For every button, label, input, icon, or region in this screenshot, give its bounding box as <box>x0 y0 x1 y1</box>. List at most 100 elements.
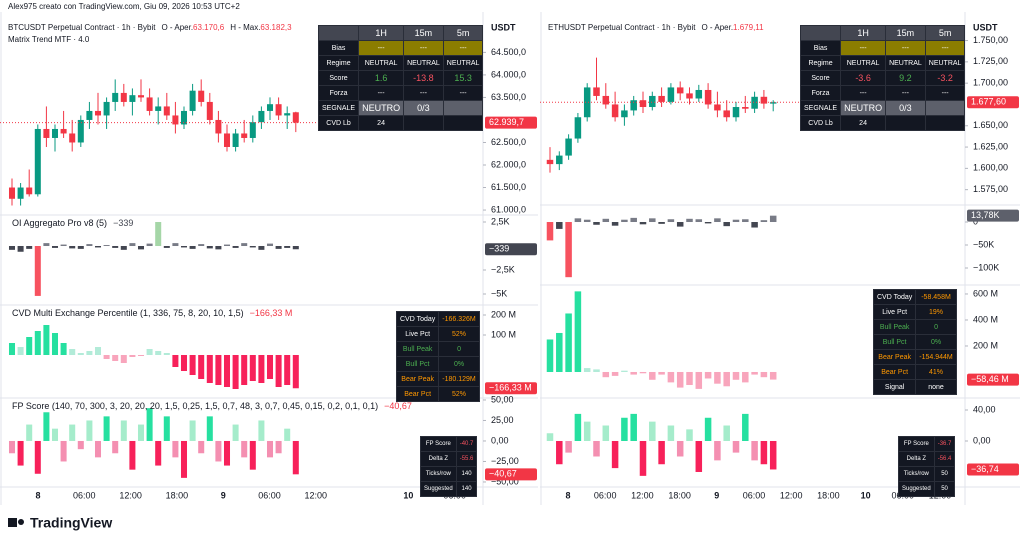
header-cell: 1H <box>358 25 405 41</box>
table-value: NEUTRO <box>840 100 887 116</box>
candle-body <box>574 117 582 139</box>
table-value: --- <box>840 85 887 101</box>
histogram-bar <box>163 353 170 355</box>
histogram-bar <box>704 371 712 379</box>
table-label: Bull Peak <box>395 341 440 357</box>
table-row: Signal none <box>872 379 957 395</box>
table-value: 0/3 <box>885 100 926 116</box>
histogram-bar <box>146 349 153 355</box>
table-value: --- <box>442 85 484 101</box>
histogram-bar <box>723 425 730 441</box>
histogram-bar <box>17 347 24 355</box>
histogram-bar <box>266 243 274 247</box>
table-row: Ticks/row 50 <box>898 466 956 482</box>
header-cell: 15m <box>885 25 926 41</box>
time-label: 9 <box>714 490 719 500</box>
histogram-bar <box>546 339 554 372</box>
y-tick-label: 62.500,0 <box>491 137 526 147</box>
histogram-bar <box>667 219 675 223</box>
histogram-bar <box>602 218 610 223</box>
time-label: 18:00 <box>166 490 189 500</box>
candle-body <box>241 133 248 138</box>
table-label: Regime <box>799 55 842 71</box>
time-label: 06:00 <box>594 490 617 500</box>
table-value: 52% <box>438 386 480 402</box>
histogram-bar <box>249 440 256 470</box>
table-value: -3.2 <box>924 70 966 86</box>
histogram-bar <box>155 222 162 247</box>
candle-body <box>17 187 24 199</box>
histogram-bar <box>189 420 196 441</box>
histogram-bar <box>266 440 274 458</box>
histogram-bar <box>695 371 703 389</box>
time-label: 10 <box>861 490 871 500</box>
table-row: SEGNALE NEUTRO 0/3 <box>317 100 484 116</box>
time-label: 12:00 <box>780 490 803 500</box>
y-tick-label: 200 M <box>491 309 516 319</box>
histogram-bar <box>137 424 145 441</box>
table-row: CVD Today -58.458M <box>872 289 957 305</box>
table-value: -58.458M <box>915 289 957 305</box>
table-value: --- <box>840 40 887 56</box>
histogram-bar <box>621 219 628 223</box>
y-tick-label: 200 M <box>973 340 998 350</box>
table-label: Forza <box>317 85 360 101</box>
table-label: Suggested <box>420 481 457 497</box>
table-label: Forza <box>799 85 842 101</box>
table-cell <box>799 25 842 41</box>
candle-body <box>43 128 50 138</box>
histogram-bar <box>51 428 59 441</box>
legend-value: −166,33 M <box>250 308 293 318</box>
histogram-bar <box>120 246 127 250</box>
candle-body <box>249 122 256 138</box>
unit: USDT <box>491 22 516 32</box>
table-row: Bull Peak 0 <box>395 341 480 357</box>
table-row: CVD Lb 24 <box>317 115 484 131</box>
matrix-table: 1H 15m 5m Bias --- --- --- Regime NEUTRAL NEUTRAL… <box>799 25 966 131</box>
histogram-bar <box>695 219 703 223</box>
y-tick-label: 62.000,0 <box>491 159 526 169</box>
table-header: 1H 15m 5m <box>799 25 966 41</box>
histogram-bar <box>8 440 16 454</box>
last-value-box <box>967 373 1019 386</box>
histogram-bar <box>112 355 119 361</box>
symbol: ETHUSDT Perpetual Contract · 1h · Bybit <box>548 23 696 32</box>
histogram-bar <box>732 440 740 453</box>
candle-body <box>751 96 758 109</box>
table-value: --- <box>403 85 444 101</box>
table-value: NEUTRAL <box>358 55 405 71</box>
table-label: CVD Lb <box>317 115 360 131</box>
histogram-bar <box>714 371 721 384</box>
candle-body <box>593 87 600 96</box>
y-tick-label: 1.700,00 <box>973 78 1008 88</box>
histogram-bar <box>704 222 712 224</box>
table-cell <box>885 115 926 131</box>
legend-name: FP Score (140, 70, 300, 3, 20, 20, 20, 1… <box>12 401 378 411</box>
candle-body <box>94 110 102 116</box>
table-label: Score <box>799 70 842 86</box>
histogram-bar <box>258 246 265 250</box>
histogram-bar <box>583 368 591 372</box>
time-label: 18:00 <box>668 490 691 500</box>
histogram-bar <box>198 355 205 379</box>
table-value: --- <box>924 40 966 56</box>
table-row: Regime NEUTRAL NEUTRAL NEUTRAL <box>317 55 484 71</box>
histogram-bar <box>751 371 758 375</box>
candle-body <box>223 133 231 147</box>
histogram-bar <box>593 440 600 457</box>
histogram-bar <box>77 246 84 249</box>
histogram-bar <box>43 412 50 441</box>
table-label: Bull Peak <box>872 319 917 335</box>
candle-body <box>120 92 127 102</box>
y-tick-label: 61.000,0 <box>491 204 526 214</box>
histogram-bar <box>760 440 768 465</box>
y-tick-label: 2,5K <box>491 216 510 226</box>
candle-body <box>172 115 179 125</box>
table-row: Score 1.6 -13.8 15.3 <box>317 70 484 86</box>
histogram-bar <box>284 428 291 441</box>
candle-body <box>695 89 703 99</box>
y-tick-label: 64.500,0 <box>491 47 526 57</box>
histogram-bar <box>51 246 59 248</box>
histogram-bar <box>120 420 127 441</box>
